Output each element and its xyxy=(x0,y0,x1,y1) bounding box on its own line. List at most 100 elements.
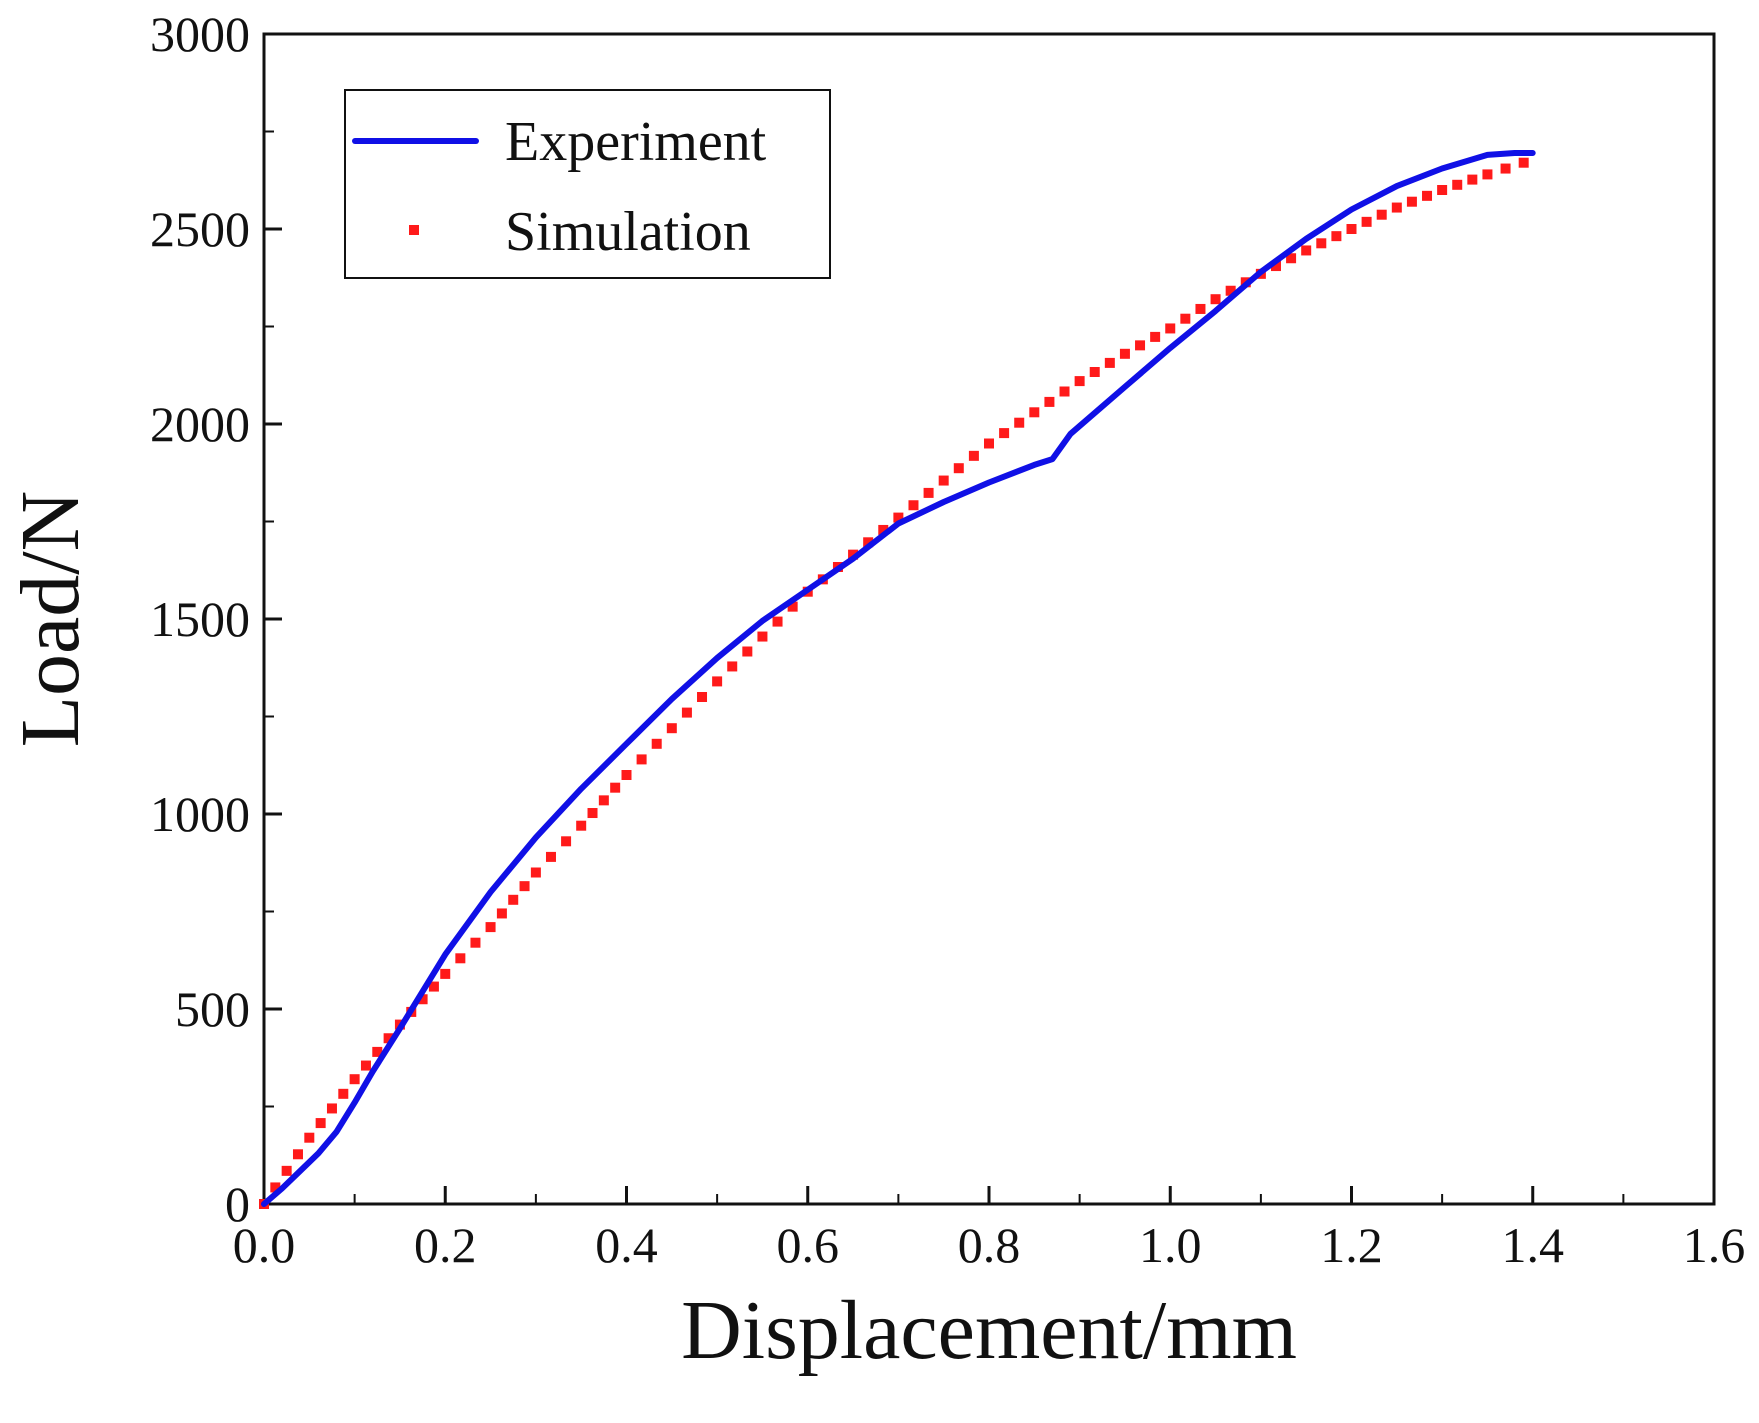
simulation-point xyxy=(576,820,587,831)
series-simulation xyxy=(259,157,1529,1209)
simulation-point xyxy=(530,867,541,878)
x-tick-label: 1.6 xyxy=(1683,1217,1746,1273)
simulation-point xyxy=(508,894,519,905)
simulation-point xyxy=(304,1132,315,1143)
simulation-point xyxy=(598,795,609,806)
simulation-point xyxy=(587,808,598,819)
simulation-point xyxy=(1074,376,1085,387)
simulation-point xyxy=(349,1074,360,1085)
simulation-point xyxy=(455,953,466,964)
simulation-point xyxy=(681,707,692,718)
simulation-point xyxy=(772,616,783,627)
series-experiment-line xyxy=(261,150,1536,1207)
simulation-point xyxy=(757,631,768,642)
simulation-point xyxy=(697,692,708,702)
simulation-point xyxy=(1482,169,1493,180)
simulation-point xyxy=(1331,231,1342,242)
y-tick-label: 2000 xyxy=(150,396,250,452)
simulation-point xyxy=(1500,163,1511,174)
legend: Experiment Simulation xyxy=(344,89,831,279)
simulation-point xyxy=(519,881,530,892)
simulation-point xyxy=(1059,386,1070,397)
simulation-point xyxy=(1361,216,1372,227)
simulation-point xyxy=(496,908,507,919)
simulation-point xyxy=(315,1118,326,1129)
x-tick-label: 1.0 xyxy=(1139,1217,1202,1273)
simulation-point xyxy=(651,738,662,749)
simulation-point xyxy=(1518,157,1529,168)
simulation-point xyxy=(712,676,723,687)
simulation-point xyxy=(1270,261,1281,272)
simulation-point xyxy=(984,438,994,449)
simulation-point xyxy=(360,1060,371,1071)
simulation-point xyxy=(1195,303,1206,314)
y-axis-title: Load/N xyxy=(4,491,97,748)
simulation-point xyxy=(292,1149,303,1160)
simulation-point xyxy=(1391,202,1402,213)
simulation-point xyxy=(1029,407,1040,418)
simulation-point xyxy=(1422,190,1433,201)
x-tick-label: 0.2 xyxy=(414,1217,477,1273)
simulation-point xyxy=(1301,245,1312,256)
simulation-point xyxy=(923,487,934,498)
x-axis-tick-labels: 0.0 0.2 0.4 0.6 0.8 1.0 1.2 1.4 1.6 xyxy=(233,1217,1746,1273)
simulation-point xyxy=(545,851,556,862)
x-tick-label: 0.8 xyxy=(958,1217,1021,1273)
simulation-point xyxy=(893,512,904,523)
simulation-point xyxy=(968,450,979,461)
x-tick-label: 0.6 xyxy=(777,1217,840,1273)
simulation-point xyxy=(908,500,919,511)
legend-swatch-simulation xyxy=(409,225,419,235)
simulation-point xyxy=(1135,340,1146,351)
y-tick-label: 2500 xyxy=(150,201,250,257)
simulation-point xyxy=(561,836,572,847)
legend-box xyxy=(344,89,831,279)
simulation-point xyxy=(878,524,889,535)
simulation-point xyxy=(372,1046,383,1057)
simulation-point xyxy=(938,475,949,486)
simulation-point xyxy=(383,1033,394,1044)
simulation-point xyxy=(636,754,647,765)
simulation-point xyxy=(270,1182,281,1193)
simulation-point xyxy=(1346,224,1357,234)
simulation-point xyxy=(863,537,874,548)
x-tick-label: 1.2 xyxy=(1320,1217,1383,1273)
simulation-point xyxy=(787,601,798,612)
simulation-point xyxy=(1210,294,1221,305)
simulation-point xyxy=(999,428,1010,439)
simulation-point xyxy=(1437,185,1448,195)
simulation-point xyxy=(848,549,859,560)
simulation-point xyxy=(610,782,621,793)
simulation-point xyxy=(417,994,428,1005)
simulation-point xyxy=(621,770,632,780)
y-tick-label: 3000 xyxy=(150,6,250,62)
y-tick-label: 0 xyxy=(225,1176,250,1232)
x-tick-label: 0.4 xyxy=(595,1217,658,1273)
simulation-point xyxy=(440,968,451,979)
simulation-point xyxy=(1452,179,1463,190)
simulation-point xyxy=(1376,209,1387,220)
simulation-point xyxy=(666,723,677,734)
simulation-point xyxy=(742,646,753,657)
simulation-point xyxy=(1150,331,1161,342)
simulation-point xyxy=(1089,367,1100,377)
simulation-point xyxy=(428,981,439,992)
simulation-point xyxy=(326,1103,337,1114)
simulation-point xyxy=(485,922,496,933)
axis-ticks xyxy=(262,32,1716,1206)
x-tick-label: 0.0 xyxy=(233,1217,296,1273)
simulation-point xyxy=(1286,253,1297,264)
y-tick-label: 1000 xyxy=(150,786,250,842)
x-axis-title: Displacement/mm xyxy=(681,1284,1297,1377)
x-tick-label: 1.4 xyxy=(1502,1217,1565,1273)
simulation-point xyxy=(1225,285,1236,296)
y-axis-tick-labels: 0 500 1000 1500 2000 2500 3000 xyxy=(150,6,250,1232)
simulation-point xyxy=(281,1165,292,1176)
simulation-point xyxy=(1406,196,1417,207)
simulation-point xyxy=(727,661,738,672)
simulation-point xyxy=(1316,238,1327,249)
simulation-point xyxy=(338,1088,349,1099)
y-tick-label: 1500 xyxy=(150,591,250,647)
simulation-point xyxy=(1165,323,1176,334)
y-tick-label: 500 xyxy=(175,981,250,1037)
